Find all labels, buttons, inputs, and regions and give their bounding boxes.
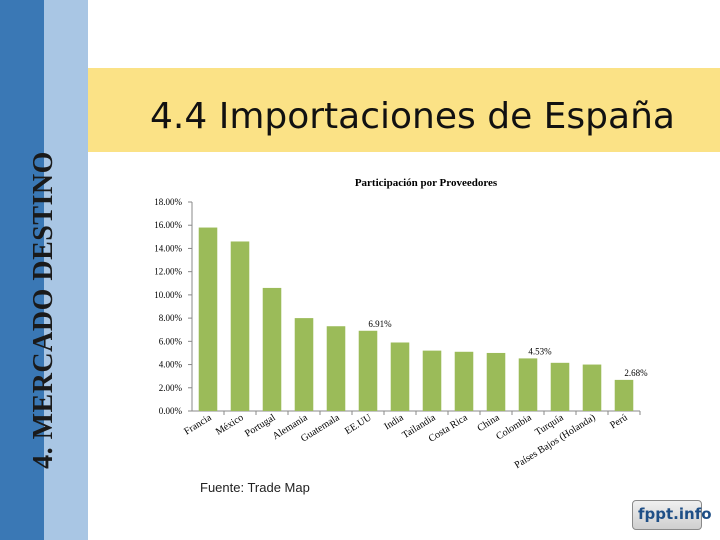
- category-label: Perú: [608, 412, 629, 431]
- sidebar-dark-stripe: [0, 0, 44, 540]
- bar: [198, 227, 218, 411]
- logo-text: fppt.info: [638, 505, 712, 523]
- bar: [614, 379, 634, 411]
- y-tick-label: 0.00%: [159, 406, 183, 416]
- data-label: 4.53%: [528, 346, 552, 356]
- slide-title: 4.4 Importaciones de España: [150, 96, 675, 137]
- y-tick-label: 10.00%: [154, 290, 182, 300]
- y-tick-label: 12.00%: [154, 267, 182, 277]
- bar: [454, 351, 474, 411]
- data-label: 6.91%: [368, 319, 392, 329]
- y-tick-label: 2.00%: [159, 383, 183, 393]
- bar: [550, 362, 570, 411]
- source-note: Fuente: Trade Map: [200, 480, 310, 495]
- bar: [358, 330, 378, 411]
- category-label: México: [214, 412, 246, 438]
- fppt-logo: fppt.info: [632, 500, 712, 530]
- bar: [518, 358, 538, 411]
- bar: [486, 352, 506, 411]
- y-tick-label: 4.00%: [159, 360, 183, 370]
- category-label: Colombia: [494, 412, 534, 443]
- data-label: 2.68%: [624, 368, 648, 378]
- bar: [326, 326, 346, 411]
- y-tick-label: 14.00%: [154, 243, 182, 253]
- bar: [422, 350, 442, 411]
- sidebar-light-stripe: [44, 0, 88, 540]
- chart-title: Participación por Proveedores: [355, 177, 498, 189]
- y-tick-label: 6.00%: [159, 336, 183, 346]
- title-band: [88, 68, 720, 152]
- bar: [294, 318, 314, 411]
- bar: [230, 241, 250, 411]
- bar: [262, 287, 282, 411]
- logo-box: [632, 500, 702, 530]
- y-tick-label: 8.00%: [159, 313, 183, 323]
- category-label: EE.UU: [343, 412, 374, 437]
- y-tick-label: 18.00%: [154, 197, 182, 207]
- y-tick-label: 16.00%: [154, 220, 182, 230]
- bar: [582, 364, 602, 411]
- category-label: Francia: [182, 412, 214, 438]
- bar: [390, 342, 410, 411]
